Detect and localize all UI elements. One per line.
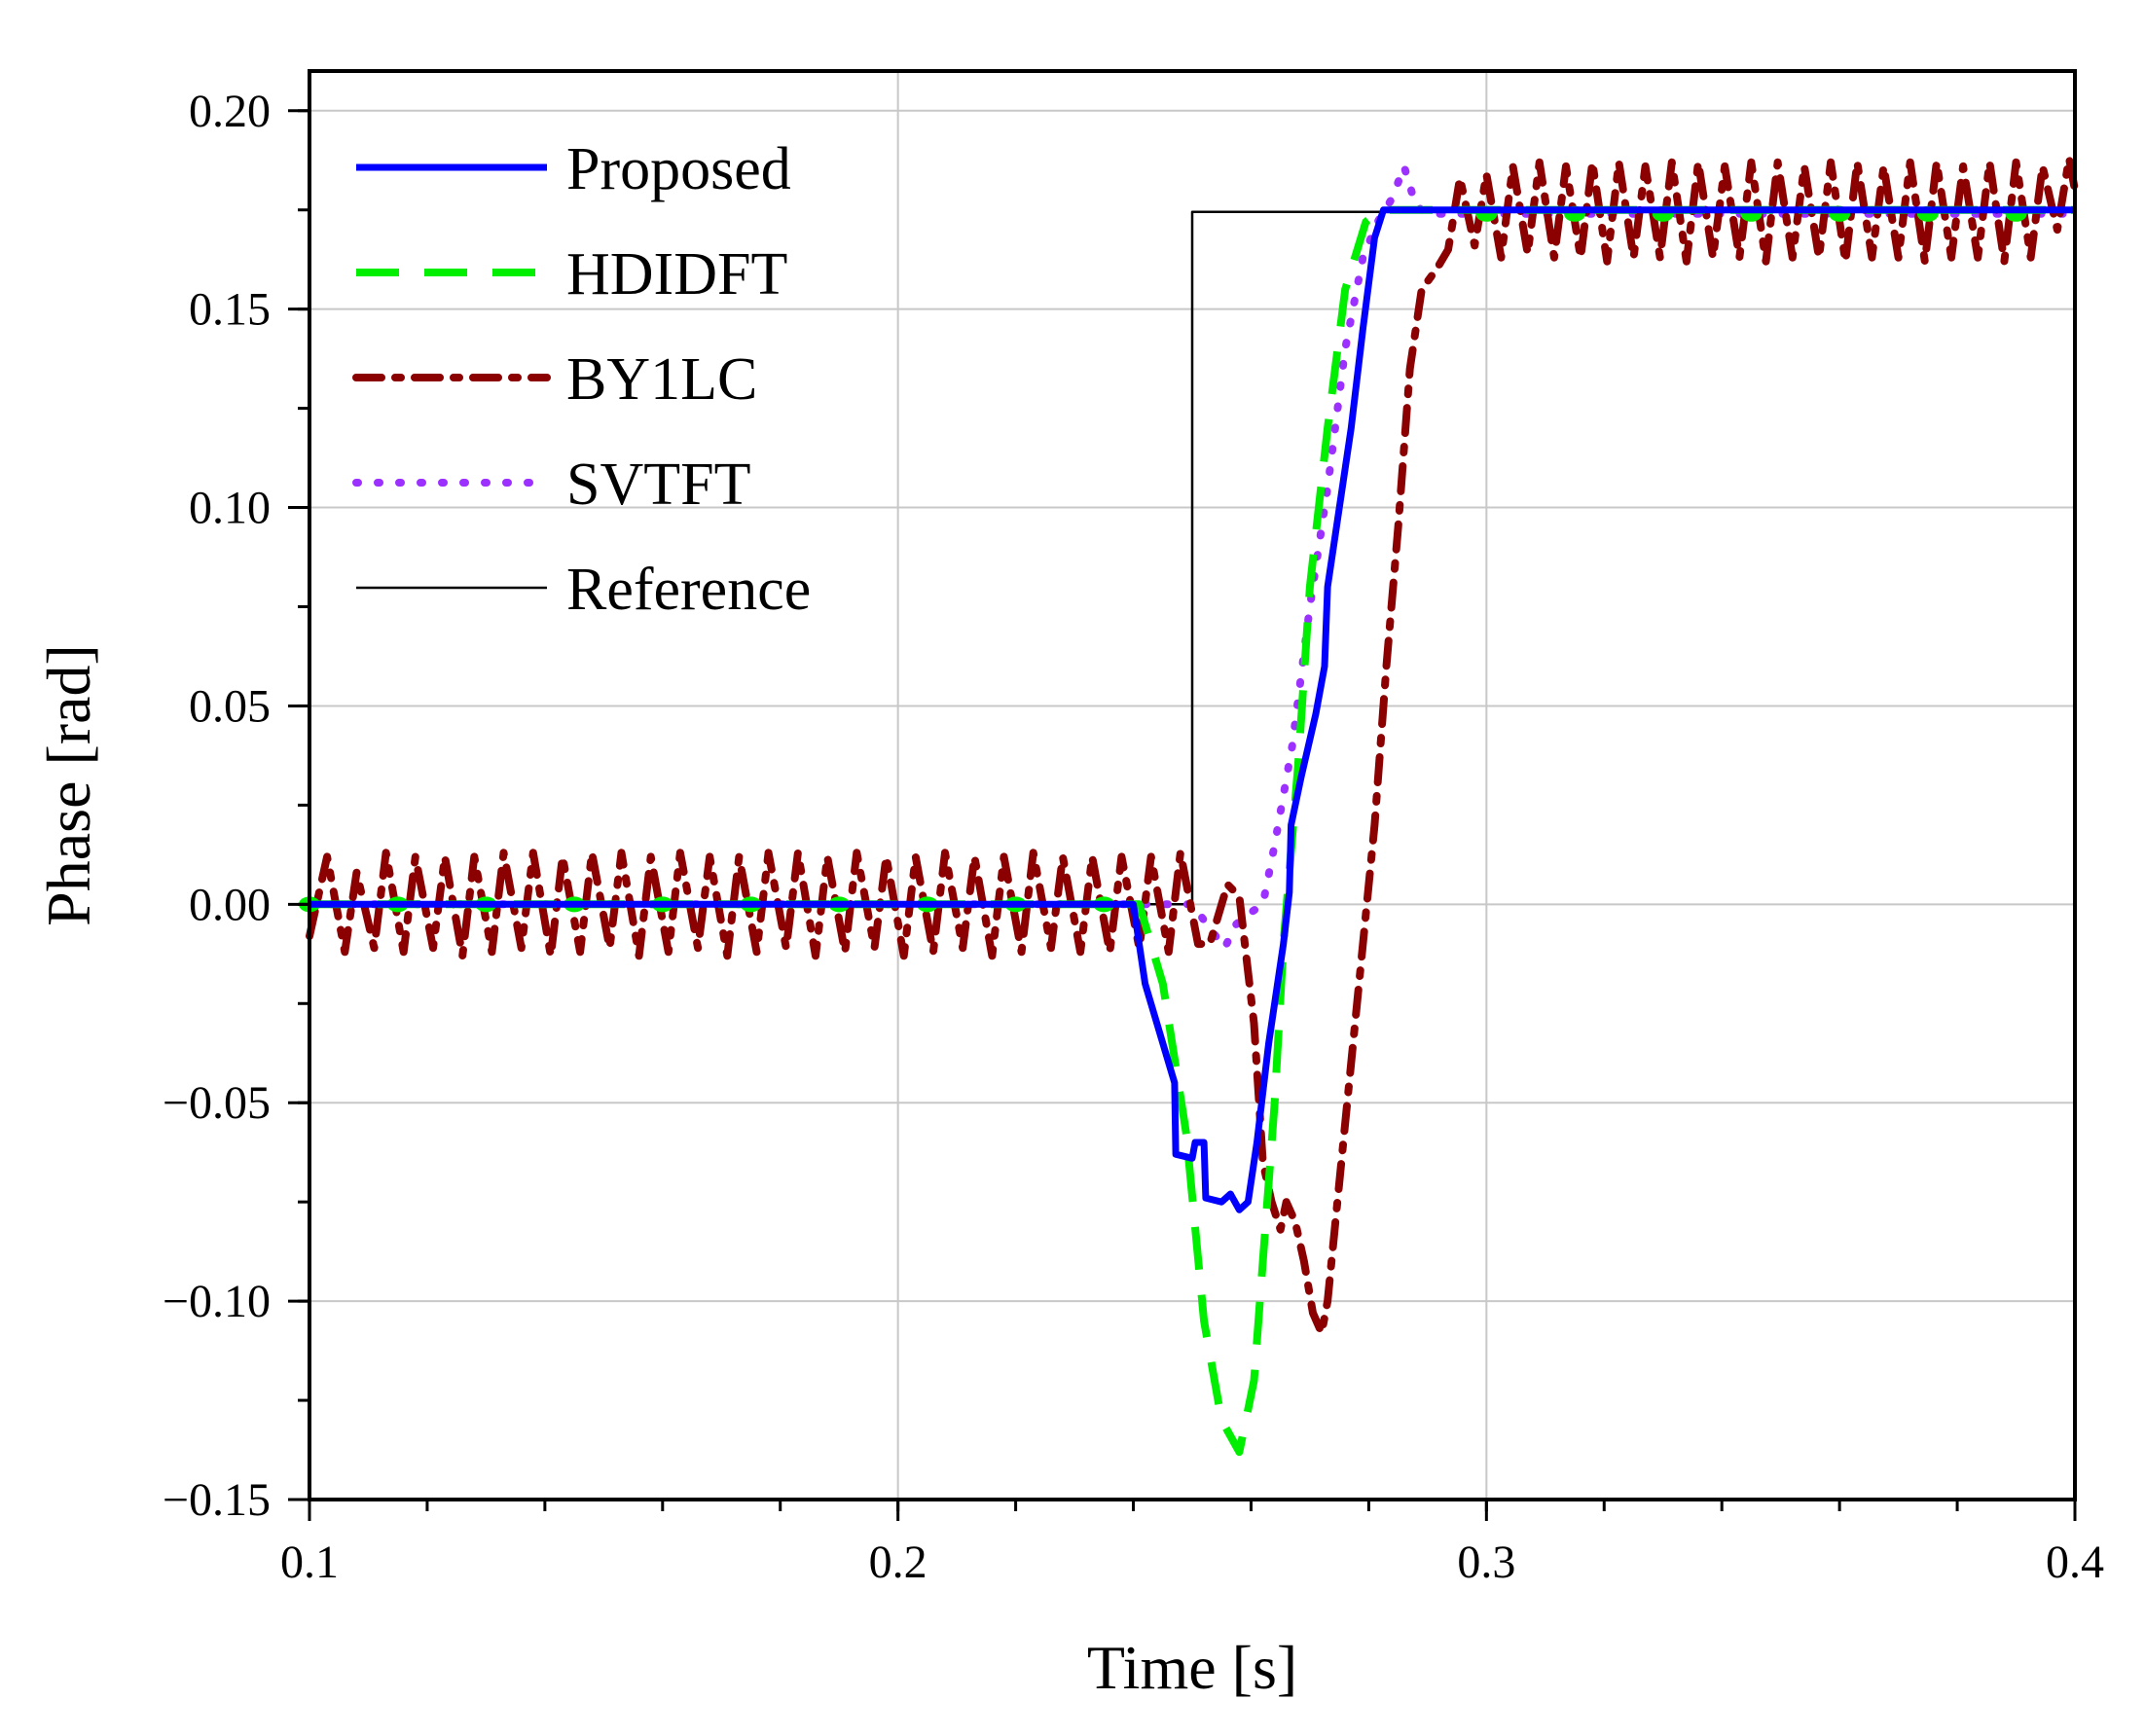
y-axis-title: Phase [rad]: [34, 644, 103, 926]
legend: Proposed HDIDFT BY1LC SVTFT Reference: [352, 136, 811, 623]
legend-label-reference: Reference: [566, 557, 811, 623]
x-tick-label: 0.4: [2046, 1537, 2104, 1588]
legend-label-proposed: Proposed: [566, 136, 791, 202]
y-tick-label: 0.15: [189, 284, 271, 336]
y-tick-label: −0.05: [163, 1077, 271, 1129]
legend-label-by1lc: BY1LC: [566, 346, 757, 413]
y-tick-label: 0.05: [189, 680, 271, 732]
x-tick-label: 0.2: [869, 1537, 927, 1588]
legend-label-hdidft: HDIDFT: [566, 241, 787, 307]
series-line-hdidft: [309, 205, 2075, 1457]
x-tick-label: 0.3: [1457, 1537, 1515, 1588]
y-tick-label: 0.10: [189, 483, 271, 534]
y-tick-label: −0.15: [163, 1474, 271, 1526]
x-tick-label: 0.1: [280, 1537, 339, 1588]
ticks: 0.1 0.2 0.3 0.4 −0.15 −0.10 −0.05 0.00 0.05 0.10 0…: [163, 86, 2104, 1588]
series-line-proposed: [309, 206, 2075, 1213]
y-tick-label: 0.20: [189, 86, 271, 137]
y-tick-label: −0.10: [163, 1276, 271, 1327]
series-group: [299, 154, 2079, 1457]
series-line-by1lc: [306, 154, 2079, 1337]
plot-frame: [308, 69, 2077, 1501]
legend-label-svtft: SVTFT: [566, 452, 750, 518]
x-axis-title: Time [s]: [1087, 1633, 1297, 1702]
series-line-svtft: [306, 162, 2079, 953]
y-tick-label: 0.00: [189, 879, 271, 930]
